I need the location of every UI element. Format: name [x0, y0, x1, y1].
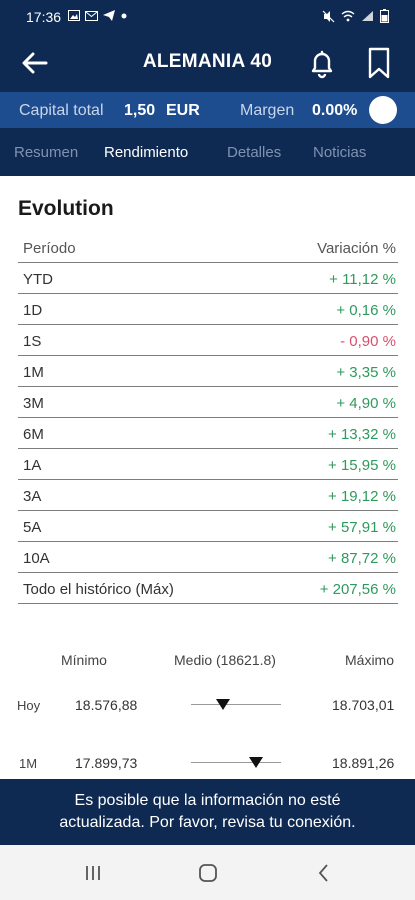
- notification-icons: [68, 10, 128, 21]
- change-cell: + 19,12 %: [328, 488, 396, 505]
- change-cell: + 13,32 %: [328, 426, 396, 443]
- system-icons: [322, 9, 389, 23]
- battery-icon: [380, 9, 389, 23]
- mute-icon: [322, 10, 335, 22]
- capital-total-value: 1,50: [124, 102, 156, 119]
- system-nav-bar: [0, 845, 415, 900]
- table-row: 5A + 57,91 %: [18, 511, 398, 542]
- signal-icon: [362, 11, 373, 21]
- connection-warning-banner: Es posible que la información no esté ac…: [0, 779, 415, 845]
- column-header-period: Período: [23, 240, 76, 257]
- dot-icon: [121, 13, 127, 18]
- change-cell: + 0,16 %: [336, 302, 396, 319]
- tab-bar: Resumen Rendimiento Detalles Noticias: [0, 128, 415, 176]
- table-row: 1S - 0,90 %: [18, 325, 398, 356]
- range-min-header: Mínimo: [61, 652, 107, 668]
- period-cell: 3M: [23, 395, 44, 412]
- period-cell: 1M: [23, 364, 44, 381]
- column-header-change: Variación %: [317, 240, 396, 257]
- range-max-header: Máximo: [345, 652, 395, 668]
- banner-line-2: actualizada. Por favor, revisa tu conexi…: [59, 814, 356, 831]
- margin-value: 0.00%: [312, 102, 358, 119]
- change-cell: + 57,91 %: [328, 519, 396, 536]
- range-max-value: 18.891,26: [332, 755, 395, 771]
- range-row-label: Hoy: [17, 698, 41, 713]
- status-time: 17:36: [26, 9, 62, 25]
- evolution-table: Período Variación % YTD + 11,12 % 1D + 0,1…: [18, 232, 398, 604]
- range-max-value: 18.703,01: [332, 697, 395, 713]
- period-cell: 6M: [23, 426, 44, 443]
- range-min-value: 17.899,73: [75, 755, 138, 771]
- app-header: ALEMANIA 40: [0, 34, 415, 92]
- table-header: Período Variación %: [18, 232, 398, 263]
- bookmark-icon: [368, 47, 390, 79]
- change-cell: + 4,90 %: [336, 395, 396, 412]
- range-slider-track: [191, 762, 281, 763]
- table-row: 3A + 19,12 %: [18, 480, 398, 511]
- section-title: Evolution: [18, 197, 114, 220]
- range-slider-track: [191, 704, 281, 705]
- bell-icon: [311, 50, 333, 79]
- back-button[interactable]: [20, 48, 50, 78]
- table-row: 10A + 87,72 %: [18, 542, 398, 573]
- home-icon: [199, 864, 217, 882]
- recent-apps-button[interactable]: [78, 860, 108, 886]
- period-cell: 1D: [23, 302, 43, 319]
- table-row: 3M + 4,90 %: [18, 387, 398, 418]
- status-bar: 17:36: [0, 0, 415, 34]
- change-cell: + 11,12 %: [329, 271, 396, 288]
- table-row: 1M + 3,35 %: [18, 356, 398, 387]
- page-title: ALEMANIA 40: [142, 51, 273, 72]
- performance-content: Evolution Período Variación % YTD + 11,12…: [0, 176, 415, 779]
- account-toggle[interactable]: [369, 96, 397, 124]
- period-cell: YTD: [23, 271, 53, 288]
- table-row: 1D + 0,16 %: [18, 294, 398, 325]
- range-min-value: 18.576,88: [75, 697, 138, 713]
- system-back-button[interactable]: [309, 860, 339, 886]
- range-slider-marker: [248, 757, 263, 768]
- period-cell: 3A: [23, 488, 42, 505]
- period-cell: 1S: [23, 333, 42, 350]
- change-cell: + 207,56 %: [319, 581, 396, 598]
- capital-currency: EUR: [166, 102, 200, 119]
- tab-detalles[interactable]: Detalles: [227, 144, 282, 161]
- range-slider-marker: [215, 699, 230, 710]
- account-summary-bar: Capital total 1,50 EUR Margen 0.00%: [0, 92, 415, 128]
- table-row: 6M + 13,32 %: [18, 418, 398, 449]
- change-cell: + 15,95 %: [328, 457, 396, 474]
- tab-noticias[interactable]: Noticias: [313, 144, 367, 161]
- range-row-label: 1M: [19, 756, 38, 771]
- period-cell: Todo el histórico (Máx): [23, 581, 174, 598]
- table-row: 1A + 15,95 %: [18, 449, 398, 480]
- tab-resumen[interactable]: Resumen: [14, 144, 79, 161]
- change-cell: - 0,90 %: [340, 333, 396, 350]
- home-button[interactable]: [193, 860, 223, 886]
- recent-apps-icon: [86, 866, 100, 880]
- period-cell: 5A: [23, 519, 42, 536]
- tab-rendimiento[interactable]: Rendimiento: [104, 144, 189, 161]
- period-cell: 10A: [23, 550, 50, 567]
- table-row: Todo el histórico (Máx) + 207,56 %: [18, 573, 398, 604]
- gmail-icon: [85, 10, 98, 21]
- back-chevron-icon: [318, 864, 328, 882]
- banner-line-1: Es posible que la información no esté: [74, 792, 341, 809]
- telegram-icon: [103, 10, 115, 21]
- margin-label: Margen: [240, 102, 295, 119]
- back-arrow-icon: [22, 52, 48, 74]
- table-row: YTD + 11,12 %: [18, 263, 398, 294]
- range-mid-header: Medio (18621.8): [174, 652, 276, 668]
- alerts-button[interactable]: [305, 46, 339, 80]
- capital-total-label: Capital total: [19, 102, 104, 119]
- wifi-icon: [341, 10, 355, 22]
- period-cell: 1A: [23, 457, 42, 474]
- bookmark-button[interactable]: [364, 46, 394, 80]
- change-cell: + 3,35 %: [336, 364, 396, 381]
- image-icon: [68, 10, 80, 21]
- change-cell: + 87,72 %: [328, 550, 396, 567]
